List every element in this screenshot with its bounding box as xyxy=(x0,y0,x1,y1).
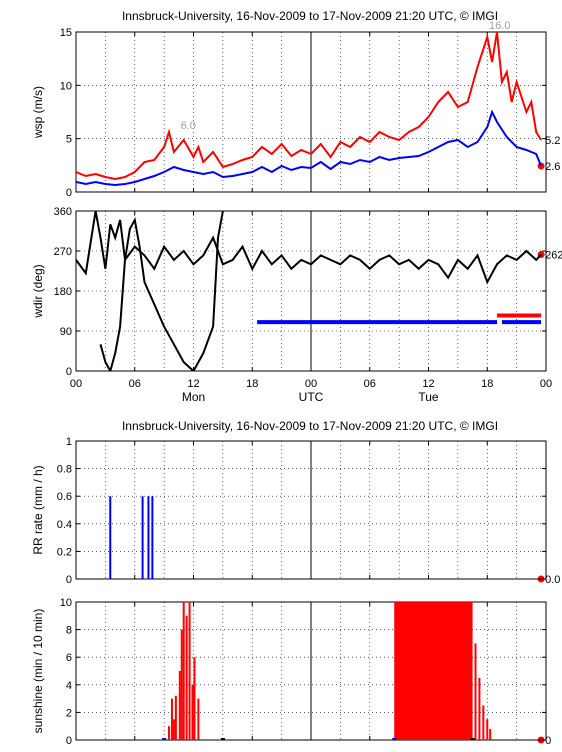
baseline-marker xyxy=(470,738,475,740)
y-tick-label: 6 xyxy=(66,652,72,664)
y-tick-label: 4 xyxy=(66,680,72,692)
data-layer-3 xyxy=(109,496,154,579)
x-day-label: UTC xyxy=(299,390,324,404)
y-tick-label: 5 xyxy=(66,134,72,146)
y-tick-label: 10 xyxy=(60,597,72,609)
y-tick-label: 2 xyxy=(66,707,72,719)
x-tick-label: 06 xyxy=(364,378,376,390)
value-annotation: 6.0 xyxy=(181,120,196,132)
series-line-1 xyxy=(76,211,542,285)
y-tick-label: 180 xyxy=(54,286,72,298)
value-annotation: 5.2 xyxy=(545,135,560,147)
x-day-label: Mon xyxy=(182,390,205,404)
x-tick-label: 00 xyxy=(305,378,317,390)
panel-2: wdir (deg) xyxy=(31,210,547,372)
value-annotation: 0 xyxy=(545,735,551,747)
panel-frame xyxy=(75,601,547,741)
y-tick-label: 0 xyxy=(66,187,72,199)
data-layer-4 xyxy=(162,602,492,740)
x-tick-label: 18 xyxy=(481,378,493,390)
y-tick-label: 1 xyxy=(66,436,72,448)
value-annotation: 0.0 xyxy=(545,574,560,586)
baseline-marker xyxy=(162,738,167,740)
baseline-marker xyxy=(220,738,225,740)
title-top: Innsbruck-University, 16-Nov-2009 to 17-… xyxy=(122,9,498,23)
y-tick-label: 15 xyxy=(60,27,72,39)
y-tick-label: 0.2 xyxy=(57,546,72,558)
x-tick-label: 00 xyxy=(540,378,552,390)
x-tick-label: 12 xyxy=(187,378,199,390)
value-annotation: 262 xyxy=(545,250,562,262)
y-tick-label: 0 xyxy=(66,574,72,586)
panel-1: wsp (m/s) xyxy=(31,31,547,193)
y-axis-label: sunshine (min / 10 min) xyxy=(31,609,45,734)
value-annotation: 2.6 xyxy=(545,161,560,173)
y-tick-label: 0 xyxy=(66,366,72,378)
panel-3: RR rate (mm / h) xyxy=(31,440,547,583)
series-line-2 xyxy=(76,109,543,187)
y-tick-label: 8 xyxy=(66,625,72,637)
y-tick-label: 10 xyxy=(60,80,72,92)
y-tick-label: 0.8 xyxy=(57,464,72,476)
y-tick-label: 0.4 xyxy=(57,519,72,531)
y-axis-label: wdir (deg) xyxy=(31,264,45,318)
x-tick-label: 06 xyxy=(129,378,141,390)
value-annotation: 16.0 xyxy=(489,20,510,32)
x-tick-label: 00 xyxy=(70,378,82,390)
series-line-2 xyxy=(99,211,224,371)
data-layer-1 xyxy=(76,32,543,187)
data-layer-2 xyxy=(76,211,542,371)
title-bottom: Innsbruck-University, 16-Nov-2009 to 17-… xyxy=(122,419,498,433)
panel-frame xyxy=(75,440,547,580)
y-tick-label: 270 xyxy=(54,246,72,258)
sunshine-block xyxy=(394,602,473,740)
y-tick-label: 0.6 xyxy=(57,491,72,503)
x-tick-label: 12 xyxy=(422,378,434,390)
y-axis-label: wsp (m/s) xyxy=(31,86,45,139)
panel-frame xyxy=(75,210,547,372)
series-line-1 xyxy=(76,32,542,181)
y-tick-label: 90 xyxy=(60,326,72,338)
x-tick-label: 18 xyxy=(246,378,258,390)
baseline-marker xyxy=(392,738,397,740)
panel-frame xyxy=(75,31,547,193)
y-axis-label: RR rate (mm / h) xyxy=(31,465,45,554)
y-tick-label: 0 xyxy=(66,735,72,747)
y-tick-label: 360 xyxy=(54,206,72,218)
x-day-label: Tue xyxy=(418,390,439,404)
